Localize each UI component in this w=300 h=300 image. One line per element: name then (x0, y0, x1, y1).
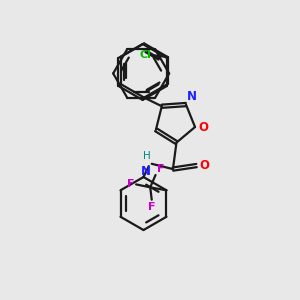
Text: O: O (199, 159, 209, 172)
Text: N: N (141, 165, 151, 178)
Text: H: H (143, 152, 151, 161)
Text: F: F (157, 164, 164, 173)
Text: F: F (127, 179, 135, 189)
Text: F: F (148, 202, 155, 212)
Text: N: N (187, 90, 197, 103)
Text: Cl: Cl (140, 50, 152, 61)
Text: O: O (198, 121, 208, 134)
